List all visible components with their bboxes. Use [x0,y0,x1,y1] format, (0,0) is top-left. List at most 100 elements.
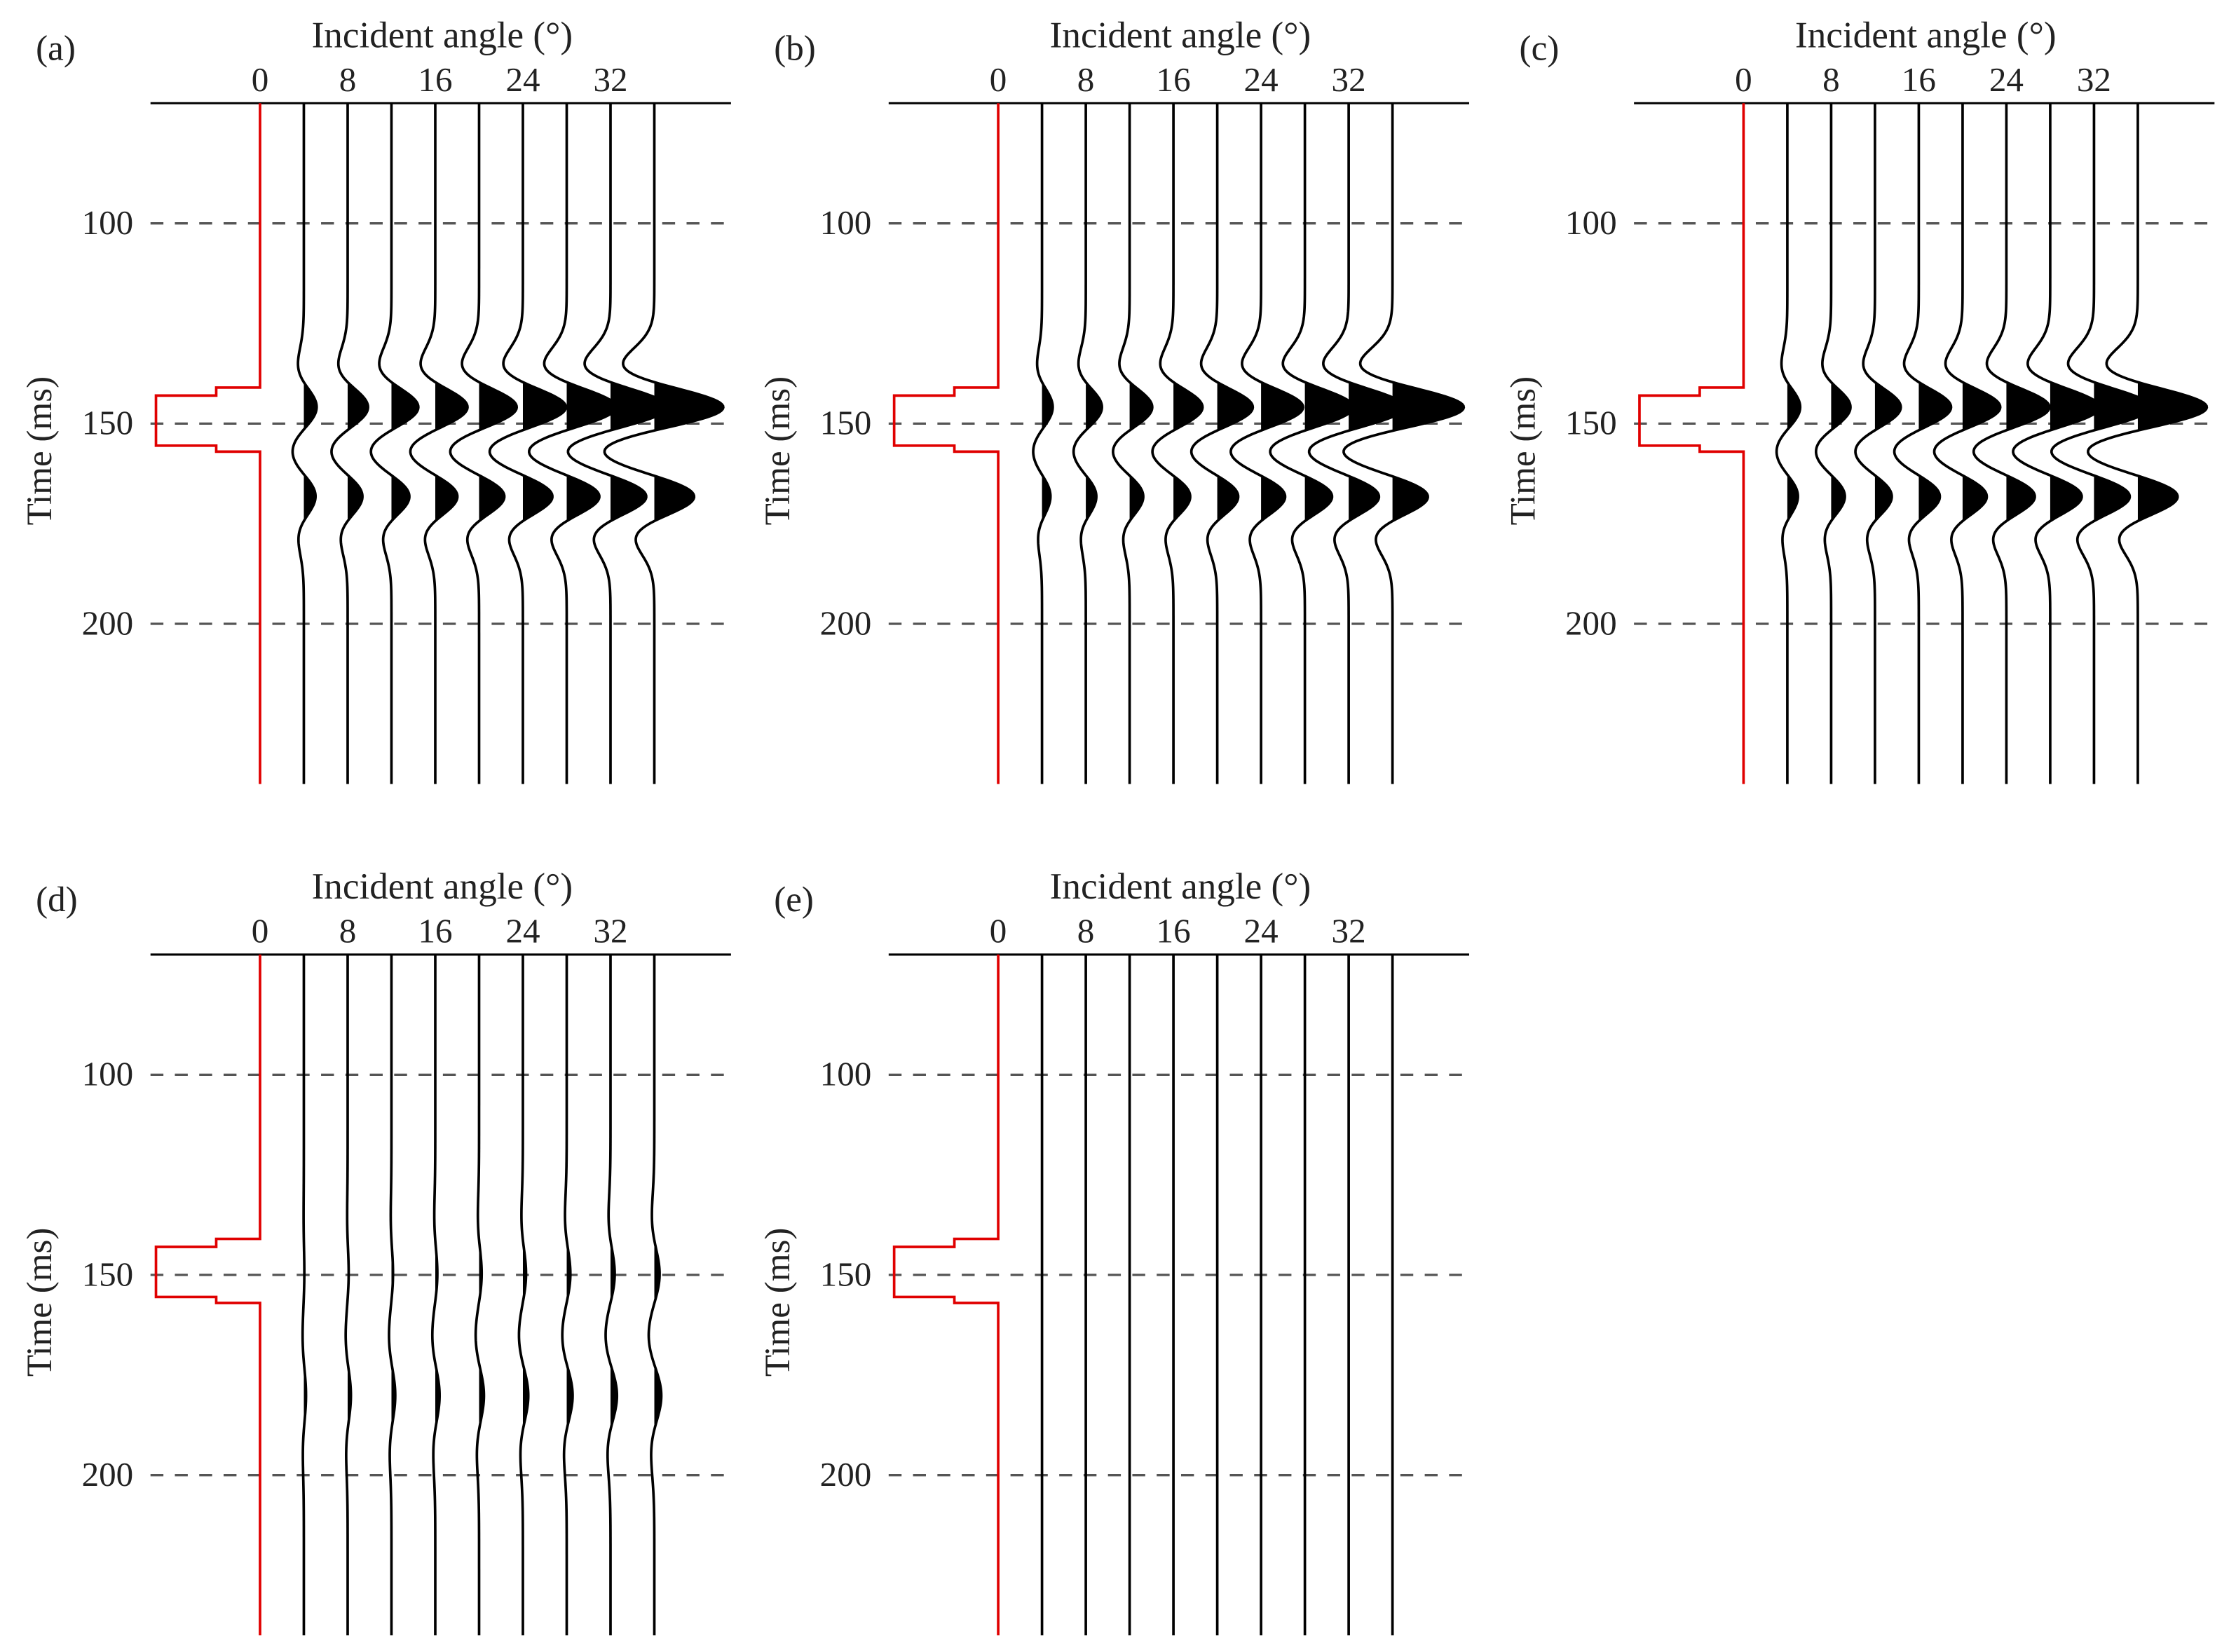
x-axis-title: Incident angle (°) [312,15,573,55]
trace [344,954,353,1636]
x-tick-label: 24 [505,912,540,950]
panel: (b) Incident angle (°) Time (ms) 0 8 16 24 32 10… [758,15,1469,784]
trace [517,954,530,1636]
positive-fill [1042,103,1053,784]
trace [1229,103,1304,784]
panel-label: (d) [36,880,78,920]
positive-fill [1787,103,1801,784]
positive-fill [1392,103,1464,784]
x-tick-label: 32 [593,912,627,950]
y-tick-label: 100 [820,203,872,242]
x-tick-label: 0 [1735,60,1752,99]
y-axis-title: Time (ms) [1504,376,1543,526]
positive-fill [304,103,317,784]
positive-fill [1349,103,1405,784]
x-tick-label: 32 [1332,60,1366,99]
y-tick-label: 150 [820,1255,872,1293]
trace [561,954,574,1636]
trace [1307,103,1407,784]
x-tick-label: 24 [505,60,540,99]
panel: (d) Incident angle (°) Time (ms) 0 8 16 24 32 10… [20,866,731,1636]
positive-fill [2094,103,2151,784]
panel-label: (e) [774,880,814,920]
panel: (e) Incident angle (°) Time (ms) 0 8 16 24 32 10… [758,866,1469,1636]
positive-fill [1918,103,1951,784]
x-tick-label: 16 [1157,60,1191,99]
impedance-log [1638,103,1745,784]
trace [647,954,663,1636]
trace [603,103,725,784]
y-tick-label: 200 [82,603,134,642]
x-axis-title: Incident angle (°) [1795,15,2057,55]
trace [1342,103,1466,784]
positive-fill [1261,103,1304,784]
positive-fill [610,103,668,784]
trace [291,103,318,784]
trace [1932,103,2002,784]
trace [301,954,308,1636]
y-tick-label: 200 [820,603,872,642]
impedance-log [154,103,261,784]
positive-fill [1831,103,1850,784]
trace [430,954,441,1636]
y-tick-label: 100 [82,1055,134,1093]
trace [1854,103,1902,784]
trace [1814,103,1852,784]
x-tick-label: 32 [593,60,627,99]
x-axis-title: Incident angle (°) [1050,866,1311,907]
trace [488,103,568,784]
impedance-log [892,103,1000,784]
y-tick-label: 150 [1565,404,1617,442]
y-tick-label: 200 [1565,603,1617,642]
x-tick-label: 8 [1077,912,1095,950]
positive-fill [2137,103,2207,784]
y-tick-label: 150 [82,1255,134,1293]
positive-fill [435,103,468,784]
x-tick-label: 32 [1332,912,1366,950]
x-tick-label: 0 [252,60,269,99]
trace [388,954,397,1636]
x-tick-label: 32 [2077,60,2111,99]
positive-fill [1173,103,1203,784]
y-tick-label: 150 [820,404,872,442]
trace [1775,103,1802,784]
impedance-log [154,954,261,1636]
positive-fill [479,103,517,784]
trace [1972,103,2051,784]
y-axis-title: Time (ms) [20,1228,60,1377]
y-tick-label: 200 [820,1455,872,1494]
y-tick-label: 200 [82,1455,134,1494]
x-tick-label: 8 [339,60,357,99]
panel-label: (a) [36,28,76,68]
x-tick-label: 16 [1157,912,1191,950]
trace [1893,103,1953,784]
x-tick-label: 16 [1902,60,1936,99]
trace [409,103,469,784]
trace [1189,103,1255,784]
x-tick-label: 16 [418,60,452,99]
trace [1151,103,1204,784]
impedance-log [892,954,1000,1636]
trace [1112,103,1154,784]
positive-fill [654,103,723,784]
trace [1072,103,1103,784]
panel-label: (c) [1520,28,1560,68]
positive-fill [2006,103,2050,784]
x-tick-label: 8 [1822,60,1840,99]
trace [1032,103,1054,784]
trace [2050,103,2153,784]
positive-fill [347,103,369,784]
x-tick-label: 24 [1244,912,1279,950]
trace [2087,103,2209,784]
trace [1269,103,1355,784]
trace [449,103,519,784]
trace [369,103,420,784]
x-tick-label: 24 [1244,60,1279,99]
y-tick-label: 150 [82,404,134,442]
x-tick-label: 24 [1989,60,2024,99]
trace [474,954,486,1636]
trace [566,103,669,784]
x-tick-label: 0 [990,60,1007,99]
